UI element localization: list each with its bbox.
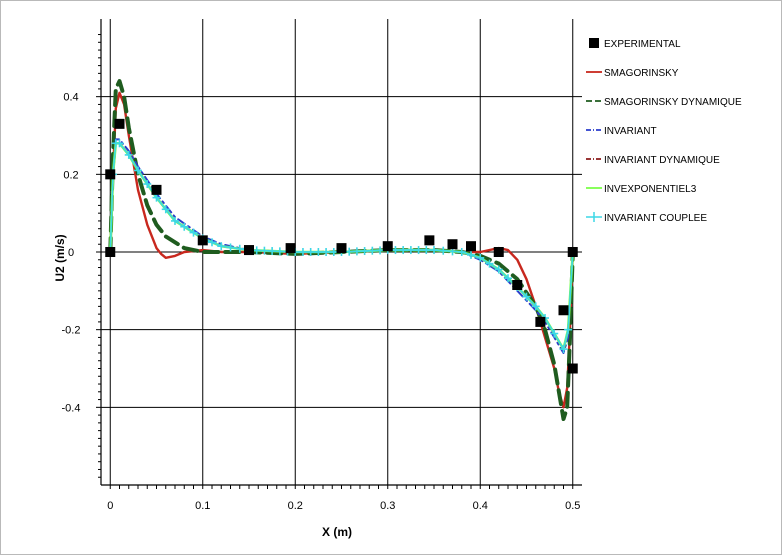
- y-tick-label: 0: [68, 247, 74, 259]
- legend-label: INVEXPONENTIEL3: [604, 184, 697, 195]
- invariant-couplee-point: [134, 166, 142, 175]
- invariant-couplee-point: [115, 139, 124, 148]
- invariant-couplee-point: [467, 250, 475, 259]
- experimental-point: [424, 235, 435, 246]
- tick-labels: 0 0.1 0.2 0.3 0.4 0.5 -0.4 -0.2 0 0.2 0.4: [62, 92, 581, 512]
- x-tick-label: 0.3: [380, 500, 395, 512]
- invariant-couplee-point: [522, 292, 531, 301]
- experimental-point: [558, 305, 569, 316]
- invariant-couplee-point: [171, 216, 179, 225]
- y-axis-title: U2 (m/s): [53, 234, 67, 281]
- legend-item-experimental: EXPERIMENTAL: [589, 38, 681, 50]
- legend: EXPERIMENTAL SMAGORINSKY SMAGORINSKY DYNAM…: [586, 38, 742, 224]
- x-axis-title: X (m): [322, 525, 352, 539]
- invariant-couplee-point: [476, 253, 485, 262]
- x-tick-label: 0.5: [565, 500, 580, 512]
- invariant-couplee-point: [152, 193, 161, 202]
- invariant-couplee-point: [360, 247, 369, 256]
- experimental-point: [382, 241, 393, 252]
- legend-item-invariant-dynamique: INVARIANT DYNAMIQUE: [586, 155, 720, 166]
- legend-swatch: [589, 38, 599, 48]
- legend-item-smagorinsky-dynamique: SMAGORINSKY DYNAMIQUE: [586, 97, 742, 108]
- invariant-couplee-point: [368, 246, 377, 255]
- experimental-point: [244, 245, 254, 256]
- invariant-couplee-point: [439, 246, 448, 255]
- experimental-point: [512, 280, 523, 291]
- legend-label: INVARIANT COUPLEE: [604, 213, 707, 224]
- invariant-couplee-point: [550, 329, 559, 338]
- x-tick-label: 0.4: [473, 500, 488, 512]
- y-tick-label: 0.2: [63, 169, 78, 181]
- experimental-point: [447, 239, 458, 250]
- experimental-point: [197, 235, 208, 246]
- invariant-couplee-point: [391, 246, 400, 255]
- y-tick-label: -0.4: [62, 402, 81, 414]
- legend-item-invariant-couplee: INVARIANT COUPLEE: [586, 212, 707, 224]
- experimental-point: [535, 316, 546, 327]
- x-tick-label: 0.1: [195, 500, 210, 512]
- legend-label: INVARIANT DYNAMIQUE: [604, 155, 720, 166]
- y-tick-label: -0.2: [62, 325, 81, 337]
- invariant-couplee-point: [252, 246, 261, 255]
- invariant-couplee-point: [161, 205, 170, 214]
- experimental-point: [285, 243, 296, 254]
- invariant-couplee-point: [143, 180, 152, 189]
- invariant-couplee-point: [504, 274, 512, 283]
- invariant-couplee-point: [314, 248, 323, 256]
- invariant-couplee-point: [124, 150, 133, 159]
- invariant-couplee-point: [268, 247, 277, 256]
- invariant-couplee-point: [235, 244, 244, 253]
- y-tick-label: 0.4: [63, 92, 78, 104]
- invariant-couplee-point: [260, 246, 269, 255]
- series-layer: [105, 79, 578, 421]
- invariant-couplee-point: [559, 345, 568, 354]
- legend-item-invariant: INVARIANT: [586, 126, 657, 137]
- invariant-couplee-point: [322, 248, 331, 256]
- invariant-couplee-point: [306, 248, 315, 256]
- invariant-couplee-point: [376, 246, 385, 255]
- legend-item-smagorinsky: SMAGORINSKY: [586, 68, 679, 79]
- experimental-point: [493, 247, 504, 257]
- invariant-couplee-point: [399, 246, 408, 255]
- experimental-point: [466, 241, 476, 252]
- invariant-couplee-point: [180, 222, 189, 231]
- invariant-couplee-point: [329, 248, 338, 256]
- x-tick-label: 0.2: [288, 500, 303, 512]
- axes: [96, 19, 582, 489]
- invariant-couplee-point: [217, 242, 226, 251]
- invariant-couplee-point: [275, 247, 284, 256]
- legend-label: SMAGORINSKY: [604, 68, 679, 79]
- experimental-point: [105, 169, 116, 180]
- invariant-couplee-point: [189, 228, 198, 237]
- experimental-point: [105, 247, 116, 257]
- invariant-couplee-point: [457, 248, 466, 256]
- legend-label: EXPERIMENTAL: [604, 39, 681, 50]
- invariant-couplee-point: [414, 246, 423, 255]
- invariant-couplee-point: [345, 247, 354, 256]
- x-tick-label: 0: [107, 500, 113, 512]
- experimental-point: [567, 363, 578, 374]
- invariant-couplee-point: [208, 238, 216, 247]
- invariant-couplee-point: [531, 302, 540, 311]
- invariant-couplee-point: [564, 325, 573, 334]
- invariant-couplee-point: [422, 246, 431, 255]
- legend-item-invexponentiel3: INVEXPONENTIEL3: [586, 184, 697, 195]
- invariant-couplee-point: [352, 247, 361, 256]
- legend-label: SMAGORINSKY DYNAMIQUE: [604, 97, 742, 108]
- experimental-point: [567, 247, 578, 257]
- experimental-point: [151, 184, 162, 195]
- invariant-couplee-point: [298, 248, 307, 256]
- experimental-point: [336, 243, 347, 254]
- experimental-point: [114, 118, 125, 129]
- invariant-couplee-point: [494, 265, 503, 274]
- invariant-couplee-point: [430, 246, 438, 255]
- invariant-couplee-point: [406, 246, 415, 255]
- legend-label: INVARIANT: [604, 126, 657, 137]
- invariant-couplee-point: [485, 259, 494, 268]
- invariant-couplee-point: [226, 243, 235, 252]
